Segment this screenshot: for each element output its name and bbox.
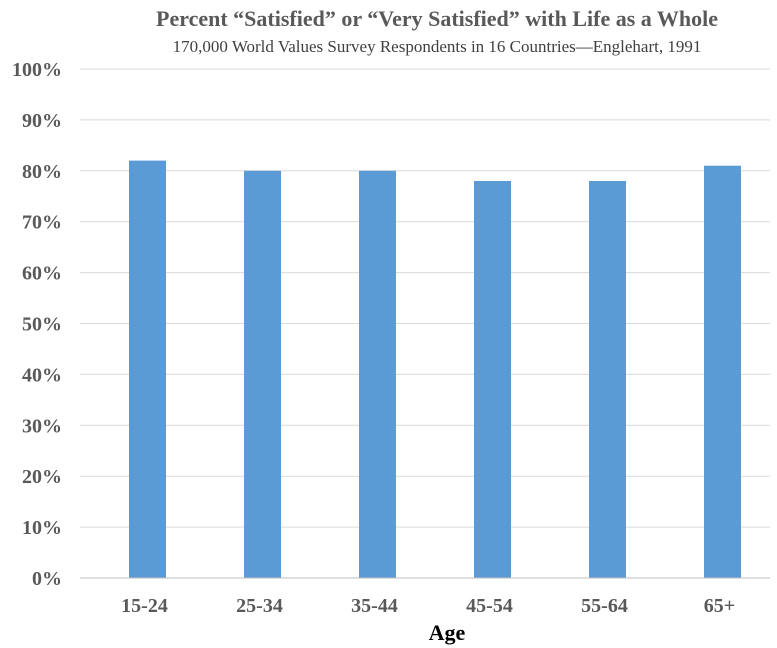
bar-45-54: [474, 181, 511, 578]
y-tick-label: 70%: [22, 212, 62, 234]
y-tick-label: 20%: [22, 466, 62, 488]
y-tick-label: 40%: [22, 364, 62, 386]
x-tick-label: 25-34: [236, 595, 283, 617]
bars: [129, 161, 741, 578]
y-tick-label: 90%: [22, 110, 62, 132]
chart-title: Percent “Satisfied” or “Very Satisfied” …: [156, 6, 718, 31]
y-tick-label: 10%: [22, 517, 62, 539]
chart-subtitle: 170,000 World Values Survey Respondents …: [173, 37, 702, 56]
x-tick-label: 55-64: [581, 595, 628, 617]
bar-35-44: [359, 171, 396, 578]
x-axis-ticks: 15-24 25-34 35-44 45-54 55-64 65+: [121, 595, 735, 617]
y-tick-label: 0%: [32, 568, 62, 590]
x-tick-label: 65+: [704, 595, 735, 617]
y-axis-ticks: 0% 10% 20% 30% 40% 50% 60% 70% 80% 90% 100%: [12, 59, 62, 590]
y-tick-label: 50%: [22, 314, 62, 336]
bar-15-24: [129, 161, 166, 578]
x-axis-label: Age: [429, 620, 466, 645]
x-tick-label: 35-44: [351, 595, 398, 617]
y-tick-label: 80%: [22, 161, 62, 183]
bar-55-64: [589, 181, 626, 578]
gridlines: [80, 69, 770, 527]
bar-65+: [704, 166, 741, 578]
x-tick-label: 45-54: [466, 595, 513, 617]
y-tick-label: 100%: [12, 59, 62, 81]
bar-25-34: [244, 171, 281, 578]
y-tick-label: 30%: [22, 415, 62, 437]
x-tick-label: 15-24: [121, 595, 168, 617]
y-tick-label: 60%: [22, 263, 62, 285]
